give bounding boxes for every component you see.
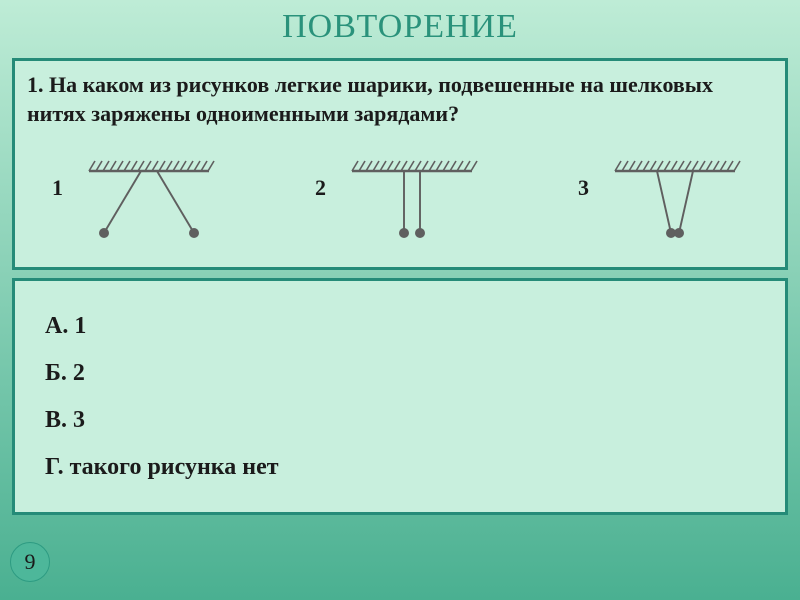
question-panel: 1. На каком из рисунков легкие шарики, п… [12, 58, 788, 270]
answer-b: Б. 2 [45, 350, 755, 397]
diagrams-row: 1 2 3 [27, 133, 773, 257]
diagram-2 [332, 153, 492, 243]
diagram-1 [69, 153, 229, 243]
diagram-1-wrap: 1 [45, 153, 229, 243]
answer-d: Г. такого рисунка нет [45, 444, 755, 491]
answers-panel: А. 1 Б. 2 В. 3 Г. такого рисунка нет [12, 278, 788, 515]
diagram-1-label: 1 [45, 175, 63, 201]
question-text: 1. На каком из рисунков легкие шарики, п… [27, 71, 773, 133]
diagram-2-wrap: 2 [308, 153, 492, 243]
page-number-badge: 9 [10, 542, 50, 582]
answers-list: А. 1 Б. 2 В. 3 Г. такого рисунка нет [27, 291, 773, 502]
diagram-3 [595, 153, 755, 243]
page-number: 9 [25, 549, 36, 575]
diagram-2-label: 2 [308, 175, 326, 201]
slide-title: ПОВТОРЕНИЕ [0, 0, 800, 50]
answer-a: А. 1 [45, 303, 755, 350]
answer-c: В. 3 [45, 397, 755, 444]
diagram-3-label: 3 [571, 175, 589, 201]
diagram-3-wrap: 3 [571, 153, 755, 243]
